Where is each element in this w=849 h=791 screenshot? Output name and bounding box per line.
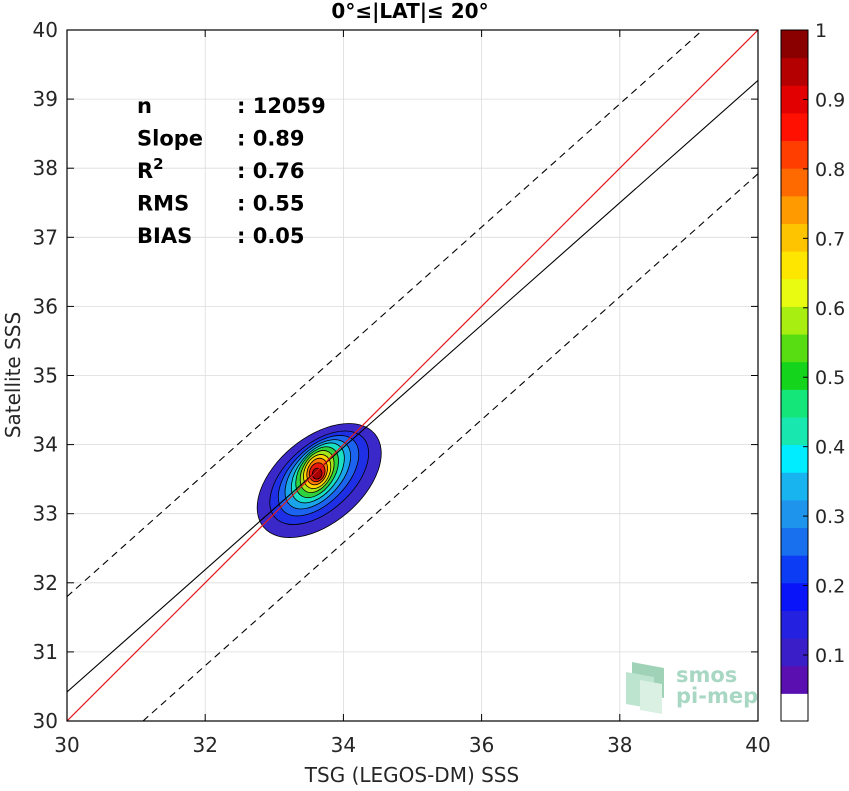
colorbar-segment	[781, 112, 808, 142]
stat-label: Slope	[137, 127, 203, 151]
y-axis-ticks: 30 31 32 33 34 35 36 37 38 39 40	[33, 18, 758, 733]
colorbar-segment	[781, 168, 808, 197]
stat-label: BIAS	[137, 224, 192, 248]
logo-line2: pi-mep	[676, 684, 758, 708]
colorbar-segment	[781, 416, 808, 446]
colorbar-tick-label: 0.6	[815, 298, 845, 320]
colorbar-segment	[781, 610, 808, 639]
stat-value: : 0.05	[237, 224, 305, 248]
smos-pi-mep-logo: smos pi-mep	[626, 662, 758, 714]
colorbar-segment	[781, 57, 808, 86]
x-tick-label: 40	[745, 733, 770, 757]
colorbar-segment	[781, 361, 808, 390]
colorbar-tick-label: 0.4	[815, 437, 845, 459]
y-tick-label: 38	[33, 156, 58, 180]
y-tick-label: 32	[33, 571, 58, 595]
y-tick-label: 35	[33, 364, 58, 388]
colorbar: 0.1 0.2 0.3 0.4 0.5 0.6 0.7 0.8 0.9 1	[780, 20, 845, 722]
colorbar-segment	[781, 306, 808, 335]
colorbar-tick-label: 1	[815, 20, 827, 42]
colorbar-segment	[781, 30, 808, 59]
colorbar-tick-label: 0.1	[815, 645, 845, 667]
y-tick-label: 30	[33, 709, 58, 733]
colorbar-frame	[780, 29, 809, 722]
y-tick-label: 34	[33, 433, 58, 457]
colorbar-tick-label: 0.7	[815, 228, 845, 250]
colorbar-tick-label: 0.2	[815, 576, 845, 598]
colorbar-segment	[781, 444, 808, 473]
colorbar-segment	[781, 278, 808, 307]
colorbar-tick-label: 0.9	[815, 89, 845, 111]
x-tick-label: 32	[192, 733, 217, 757]
x-axis-label: TSG (LEGOS-DM) SSS	[304, 763, 519, 787]
colorbar-tick-label: 0.3	[815, 506, 845, 528]
colorbar-segment	[781, 334, 808, 363]
colorbar-segment	[781, 251, 808, 280]
chart-title: 0°≤|LAT|≤ 20°	[331, 0, 488, 23]
reference-lines	[67, 30, 758, 721]
colorbar-segment	[781, 555, 808, 584]
y-tick-label: 31	[33, 640, 58, 664]
stat-label: n	[137, 94, 152, 118]
colorbar-segment	[781, 499, 808, 529]
y-tick-label: 37	[33, 225, 58, 249]
x-tick-label: 38	[607, 733, 632, 757]
stat-value: : 0.76	[237, 159, 305, 183]
stat-label: RMS	[137, 192, 189, 216]
colorbar-segment	[781, 665, 808, 694]
colorbar-segment	[781, 472, 808, 501]
colorbar-segment	[781, 638, 808, 667]
colorbar-segment	[781, 223, 808, 252]
colorbar-segment	[781, 140, 808, 169]
y-tick-label: 40	[33, 18, 58, 42]
colorbar-segment	[781, 389, 808, 418]
x-axis-ticks: 30 32 34 36 38 40	[54, 30, 771, 757]
colorbar-tick-label: 0.5	[815, 367, 845, 389]
density-contours	[256, 423, 382, 538]
colorbar-segment	[781, 693, 808, 722]
stat-value: : 0.89	[237, 127, 305, 151]
y-tick-label: 33	[33, 502, 58, 526]
one-to-one-line	[67, 30, 758, 721]
colorbar-segment	[781, 195, 808, 224]
x-tick-label: 34	[331, 733, 356, 757]
colorbar-segment	[781, 527, 808, 556]
y-tick-label: 36	[33, 294, 58, 318]
stat-value: : 12059	[237, 94, 326, 118]
x-tick-label: 30	[54, 733, 79, 757]
y-tick-label: 39	[33, 87, 58, 111]
lower-dashed-line	[142, 173, 758, 721]
x-tick-label: 36	[469, 733, 494, 757]
colorbar-tick-label: 0.8	[815, 159, 845, 181]
colorbar-segment	[781, 582, 808, 611]
regression-line	[67, 80, 758, 693]
logo-line1: smos	[676, 663, 737, 687]
stat-value: : 0.55	[237, 192, 305, 216]
upper-dashed-line	[67, 30, 704, 598]
y-axis-label: Satellite SSS	[1, 312, 25, 438]
